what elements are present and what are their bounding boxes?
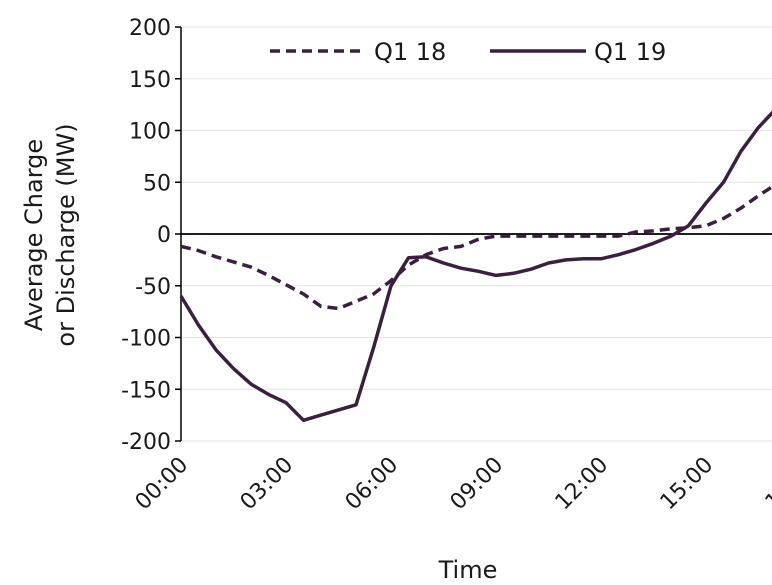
x-tick-label: 18:00 [761, 453, 772, 516]
y-tick-label: 0 [157, 223, 171, 248]
x-tick-label: 15:00 [656, 453, 719, 516]
series-line-q1-19 [179, 110, 772, 423]
y-tick-label: 50 [143, 171, 171, 196]
gridlines [181, 26, 772, 442]
y-tick-label: -100 [121, 327, 171, 352]
series-lines [179, 110, 772, 423]
x-axis-title: Time [438, 556, 498, 584]
y-axis-title-line-1: Average Charge [20, 139, 48, 331]
y-axis-title-line-2: or Discharge (MW) [52, 123, 80, 346]
y-tick-label: 150 [129, 68, 171, 93]
legend: Q1 18 Q1 19 [270, 38, 666, 66]
x-tick-label: 09:00 [446, 453, 509, 516]
y-tick-label: -150 [121, 378, 171, 403]
y-tick-labels: -200 -150 -100 -50 0 50 100 150 200 [121, 16, 171, 455]
x-tick-label: 06:00 [341, 453, 404, 516]
x-tick-label: 12:00 [551, 453, 614, 516]
legend-label-q1-18: Q1 18 [374, 38, 446, 66]
y-tick-label: 200 [129, 16, 171, 41]
y-tick-label: 100 [129, 120, 171, 145]
axes [175, 26, 772, 442]
x-tick-label: 03:00 [236, 453, 299, 516]
legend-label-q1-19: Q1 19 [594, 38, 666, 66]
y-tick-label: -200 [121, 430, 171, 455]
series-line-q1-18 [180, 184, 772, 311]
x-tick-label: 00:00 [131, 453, 194, 516]
y-tick-label: -50 [135, 275, 171, 300]
